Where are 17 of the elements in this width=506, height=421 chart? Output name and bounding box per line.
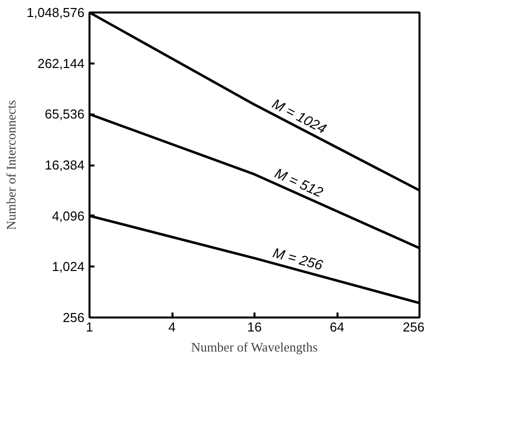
x-tick-label: 4 xyxy=(168,320,176,334)
text: M = 512 xyxy=(272,164,326,200)
text: M = 256 xyxy=(271,244,325,274)
y-tick-label: 1,024 xyxy=(52,259,85,274)
x-tick-label: 1 xyxy=(86,320,94,334)
y-tick-label: 256 xyxy=(62,310,85,325)
text: M = 1024 xyxy=(270,95,330,137)
y-tick-label: 262,144 xyxy=(38,56,85,71)
y-tick-label: 1,048,576 xyxy=(26,5,85,20)
y-tick-label: 16,384 xyxy=(44,158,85,172)
x-tick-label: 16 xyxy=(247,320,262,334)
y-tick-label: 4,096 xyxy=(52,208,85,224)
y-axis-title: Number of Interconnects xyxy=(4,100,19,230)
x-tick-label: 256 xyxy=(402,320,425,334)
y-tick-label: 65,536 xyxy=(44,106,85,122)
x-tick-label: 64 xyxy=(330,320,344,334)
x-axis-title: Number of Wavelengths xyxy=(191,340,318,354)
